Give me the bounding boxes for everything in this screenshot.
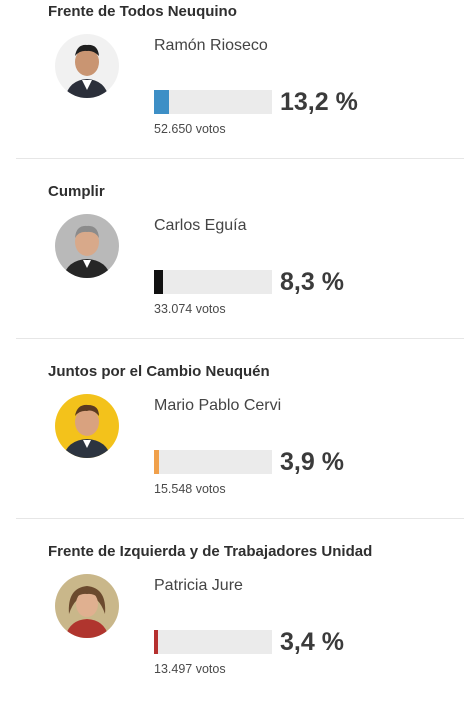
percent-bar xyxy=(154,630,272,654)
candidate-avatar xyxy=(55,394,119,458)
divider xyxy=(16,338,464,339)
percent-value: 3,9 % xyxy=(280,448,344,476)
candidate-photo-icon xyxy=(55,34,119,98)
percent-bar xyxy=(154,90,272,114)
percent-value: 8,3 % xyxy=(280,268,344,296)
percent-bar-fill xyxy=(154,450,159,474)
percent-bar xyxy=(154,270,272,294)
candidate-name: Ramón Rioseco xyxy=(154,37,268,54)
vote-count: 13.497 votos xyxy=(154,662,226,676)
percent-bar-fill xyxy=(154,630,159,654)
result-card: Cumplir Carlos Eguía 8,3 % 33.074 votos xyxy=(0,180,474,360)
percent-value: 13,2 % xyxy=(280,88,358,116)
percent-bar xyxy=(154,450,272,474)
candidate-name: Mario Pablo Cervi xyxy=(154,397,282,414)
party-name: Juntos por el Cambio Neuquén xyxy=(48,363,270,380)
party-name: Cumplir xyxy=(48,183,105,200)
divider xyxy=(16,158,464,159)
candidate-avatar xyxy=(55,34,119,98)
result-card: Frente de Todos Neuquino Ramón Rioseco 1… xyxy=(0,0,474,180)
result-card: Juntos por el Cambio Neuquén Mario Pablo… xyxy=(0,360,474,540)
percent-bar-fill xyxy=(154,90,170,114)
results-list: Frente de Todos Neuquino Ramón Rioseco 1… xyxy=(0,0,474,676)
party-name: Frente de Izquierda y de Trabajadores Un… xyxy=(48,543,373,560)
candidate-photo-icon xyxy=(55,394,119,458)
candidate-avatar xyxy=(55,214,119,278)
vote-count: 15.548 votos xyxy=(154,482,226,496)
divider xyxy=(16,518,464,519)
party-name: Frente de Todos Neuquino xyxy=(48,3,237,20)
percent-value: 3,4 % xyxy=(280,628,344,656)
result-card: Frente de Izquierda y de Trabajadores Un… xyxy=(0,540,474,720)
candidate-photo-icon xyxy=(55,214,119,278)
candidate-name: Carlos Eguía xyxy=(154,217,247,234)
vote-count: 33.074 votos xyxy=(154,302,226,316)
candidate-photo-icon xyxy=(55,574,119,638)
candidate-name: Patricia Jure xyxy=(154,577,243,594)
percent-bar-fill xyxy=(154,270,164,294)
candidate-avatar xyxy=(55,574,119,638)
vote-count: 52.650 votos xyxy=(154,122,226,136)
